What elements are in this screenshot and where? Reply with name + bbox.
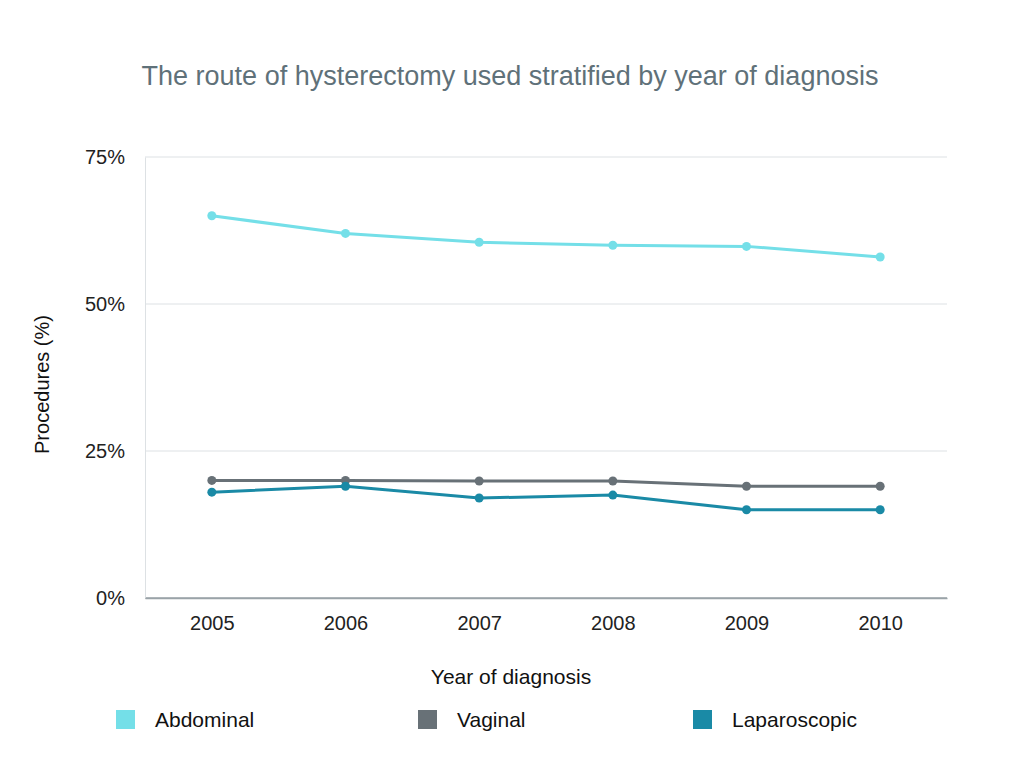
series-point xyxy=(742,505,751,514)
legend-label: Laparoscopic xyxy=(732,708,857,731)
series-point xyxy=(608,476,617,485)
x-tick: 2007 xyxy=(457,598,502,634)
legend-swatch xyxy=(693,710,712,729)
legend-label: Vaginal xyxy=(457,708,526,731)
grid-line xyxy=(145,157,947,158)
y-tick: 75% xyxy=(85,146,145,168)
y-tick-label: 75% xyxy=(85,146,125,168)
y-tick-label: 25% xyxy=(85,440,125,462)
x-tick: 2009 xyxy=(725,598,770,634)
series-point xyxy=(608,241,617,250)
x-tick: 2008 xyxy=(591,598,636,634)
x-tick: 2010 xyxy=(858,598,903,634)
series-line xyxy=(212,480,880,486)
series-point xyxy=(742,242,751,251)
series-point xyxy=(876,482,885,491)
y-tick-label: 50% xyxy=(85,293,125,315)
series-line xyxy=(212,486,880,510)
series-point xyxy=(341,482,350,491)
marks xyxy=(207,211,884,514)
legend-swatch xyxy=(418,710,437,729)
grid-line xyxy=(145,304,947,305)
chart: The route of hysterectomy used stratifie… xyxy=(0,0,1024,768)
y-tick: 0% xyxy=(96,587,145,609)
series-point xyxy=(608,491,617,500)
grid-line xyxy=(145,451,947,452)
x-axis: 2005 2006 2007 2008 2009 2010 xyxy=(146,598,948,634)
series-point xyxy=(742,482,751,491)
series-point xyxy=(876,505,885,514)
series-point xyxy=(341,229,350,238)
legend-label: Abdominal xyxy=(155,708,254,731)
grid-line xyxy=(145,597,947,599)
x-tick-label: 2010 xyxy=(858,612,903,634)
title: The route of hysterectomy used stratifie… xyxy=(142,61,879,91)
series-point xyxy=(207,488,216,497)
series-point xyxy=(475,238,484,247)
y-tick-label: 0% xyxy=(96,587,125,609)
y-tick: 25% xyxy=(85,440,145,462)
x-axis-title: Year of diagnosis xyxy=(431,665,591,688)
y-axis-line xyxy=(145,158,146,599)
legend: Abdominal Vaginal Laparoscopic xyxy=(116,708,857,731)
x-tick: 2005 xyxy=(190,598,235,634)
x-tick-label: 2009 xyxy=(725,612,770,634)
x-tick-label: 2007 xyxy=(457,612,502,634)
series-point xyxy=(475,476,484,485)
legend-swatch xyxy=(116,710,135,729)
x-tick-label: 2005 xyxy=(190,612,235,634)
y-axis-title: Procedures (%) xyxy=(31,315,53,454)
grid xyxy=(145,157,947,598)
plot: 0% 25% 50% 75% 2005 2006 2007 2008 2009 2010 xyxy=(85,146,948,634)
y-axis: 0% 25% 50% 75% xyxy=(85,146,146,609)
x-axis-line xyxy=(146,598,948,600)
series-point xyxy=(207,476,216,485)
series-point xyxy=(207,211,216,220)
series-point xyxy=(475,494,484,503)
x-tick-label: 2006 xyxy=(324,612,369,634)
series-point xyxy=(876,252,885,261)
series-line xyxy=(212,216,880,257)
x-tick: 2006 xyxy=(324,598,369,634)
x-tick-label: 2008 xyxy=(591,612,636,634)
y-tick: 50% xyxy=(85,293,145,315)
